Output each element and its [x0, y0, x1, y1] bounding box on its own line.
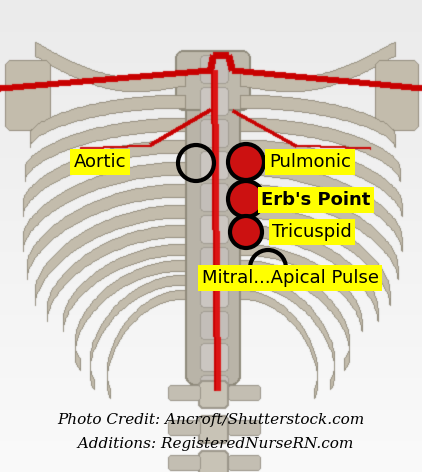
- Text: Erb's Point: Erb's Point: [261, 191, 371, 209]
- Text: Photo Credit: Ancroft/Shutterstock.com: Photo Credit: Ancroft/Shutterstock.com: [57, 413, 365, 427]
- Circle shape: [228, 181, 264, 217]
- Text: Tricuspid: Tricuspid: [272, 223, 352, 241]
- Text: Additions: RegisteredNurseRN.com: Additions: RegisteredNurseRN.com: [68, 437, 354, 451]
- Text: Pulmonic: Pulmonic: [269, 153, 351, 171]
- Text: Aortic: Aortic: [74, 153, 126, 171]
- Circle shape: [230, 216, 262, 248]
- Circle shape: [228, 144, 264, 180]
- Text: Mitral...Apical Pulse: Mitral...Apical Pulse: [201, 269, 379, 287]
